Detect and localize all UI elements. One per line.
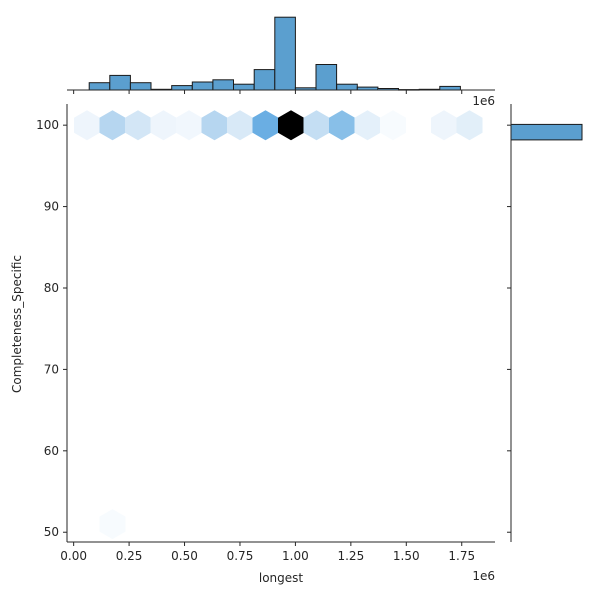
x-hist-bar-9: [274, 16, 296, 91]
hexbin-12: [380, 110, 406, 141]
x-hist-bar-12: [336, 83, 358, 91]
hexbin-5: [201, 110, 228, 141]
x-hist-bar-5: [191, 81, 214, 91]
x-hist-bar-4: [171, 85, 193, 91]
hexbin-14: [456, 110, 483, 141]
y-axis-label: Completeness_Specific: [10, 255, 24, 393]
hexbin-0: [74, 110, 100, 141]
hexbin-8: [278, 110, 304, 141]
y-hist-bar-0: [510, 123, 583, 141]
hexbin-4: [176, 110, 202, 141]
hexbin-9: [303, 110, 330, 141]
y-tick-label-3: 80: [44, 281, 59, 295]
hexbin-13: [431, 110, 457, 141]
y-tick-label-4: 90: [44, 200, 59, 214]
hexbin-layer: [74, 110, 483, 540]
x-hist-bar-2: [129, 82, 152, 91]
hexbin-10: [329, 110, 355, 141]
x-tick-label-3: 0.75: [227, 549, 254, 563]
hexbin-11: [354, 110, 381, 141]
x-tick-label-1: 0.25: [116, 549, 143, 563]
x-tick-label-2: 0.50: [171, 549, 198, 563]
x-tick-label-5: 1.25: [337, 549, 364, 563]
y-marginal-histogram: [510, 104, 583, 542]
x-hist-bar-7: [233, 83, 255, 91]
x-hist-bar-8: [253, 69, 276, 91]
x-axis-label: longest: [259, 571, 304, 585]
y-tick-label-0: 50: [44, 525, 59, 539]
x-hist-bar-6: [212, 79, 234, 91]
x-tick-label-4: 1.00: [282, 549, 309, 563]
x-tick-label-7: 1.75: [448, 549, 475, 563]
axes-layer: 0.00 0.25 0.50 0.75 1.00 1.25 1.50 1.75 50 60 70 80…: [36, 90, 511, 563]
x-hist-bar-11: [315, 64, 338, 91]
x-hist-bar-17: [439, 85, 461, 91]
x-offset-label-bottom: 1e6: [472, 569, 495, 583]
x-hist-bar-1: [109, 74, 131, 91]
hexbin-7: [252, 110, 279, 141]
hexbin-6: [227, 110, 253, 141]
y-tick-label-1: 60: [44, 444, 59, 458]
x-offset-label-top: 1e6: [472, 94, 495, 108]
x-tick-label-6: 1.50: [393, 549, 420, 563]
hexbin-15: [99, 509, 126, 540]
x-tick-label-0: 0.00: [60, 549, 87, 563]
y-tick-label-5: 100: [36, 118, 59, 132]
hexbin-1: [99, 110, 126, 141]
y-tick-label-2: 70: [44, 362, 59, 376]
hexbin-2: [125, 110, 151, 141]
x-marginal-histogram: [67, 16, 495, 91]
x-hist-bar-0: [88, 82, 111, 91]
hexbin-3: [150, 110, 177, 141]
